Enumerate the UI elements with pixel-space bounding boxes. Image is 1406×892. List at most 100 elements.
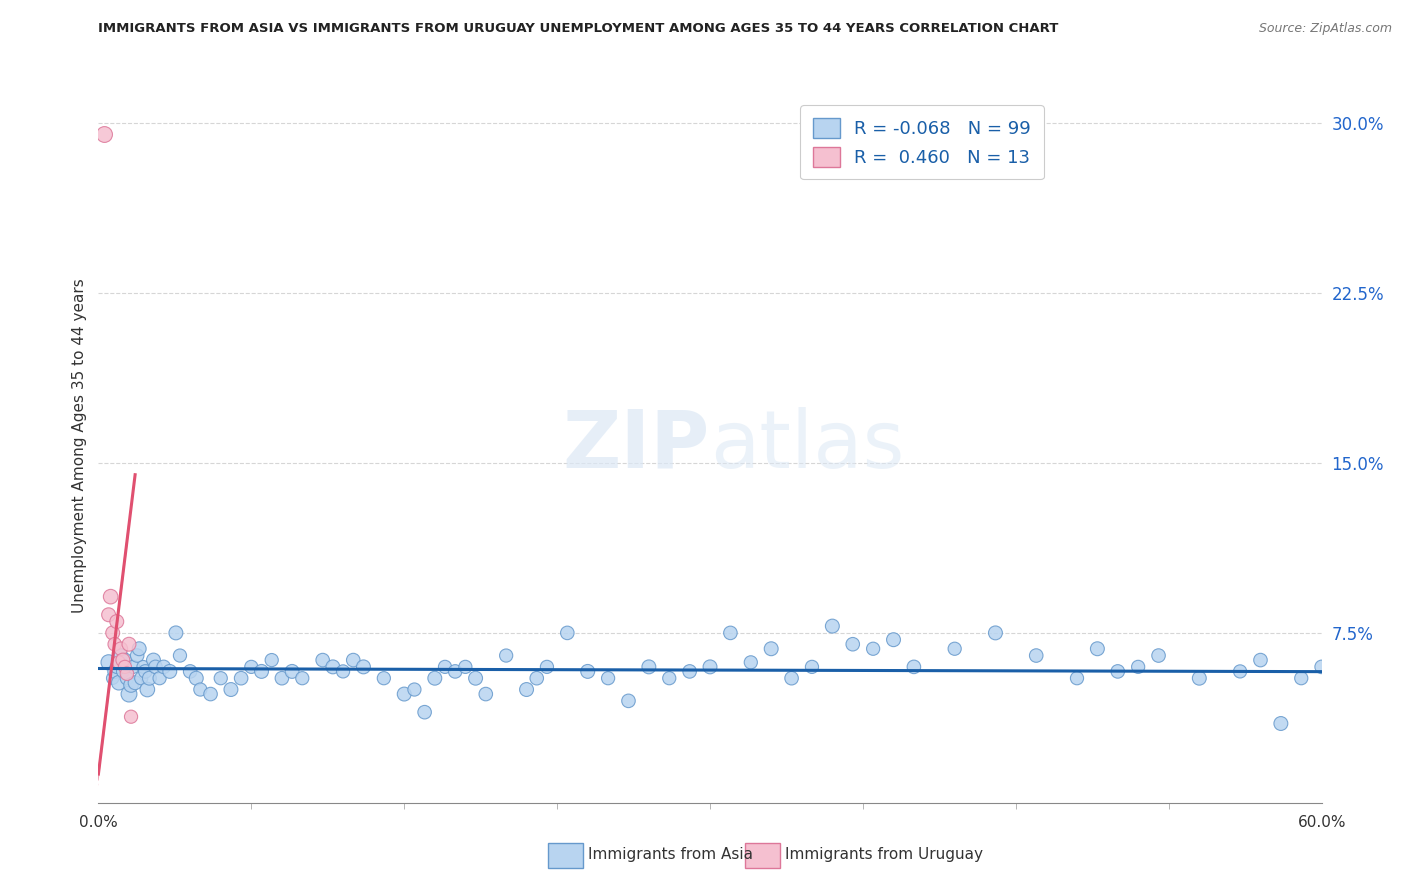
Point: [138, 671, 160, 685]
Point: [152, 660, 174, 674]
Point: [115, 671, 138, 685]
Point: [110, 641, 132, 656]
Point: [108, 675, 131, 690]
Point: [134, 665, 156, 679]
Point: [105, 660, 128, 674]
Point: [186, 671, 208, 685]
Point: [1229, 665, 1251, 679]
Point: [142, 653, 165, 667]
Point: [114, 653, 136, 667]
Point: [118, 687, 141, 701]
Point: [862, 641, 884, 656]
Point: [1310, 660, 1333, 674]
Point: [129, 671, 152, 685]
Point: [149, 671, 172, 685]
Point: [1341, 660, 1364, 674]
Point: [1107, 665, 1129, 679]
Point: [637, 660, 661, 674]
Point: [679, 665, 702, 679]
Point: [576, 665, 599, 679]
Point: [108, 656, 131, 670]
Point: [598, 671, 620, 685]
Point: [903, 660, 925, 674]
Point: [120, 709, 142, 723]
Point: [352, 660, 374, 674]
Point: [821, 619, 844, 633]
Point: [165, 626, 187, 640]
Point: [536, 660, 558, 674]
Text: Immigrants from Asia: Immigrants from Asia: [588, 847, 752, 862]
Point: [97, 607, 120, 622]
Point: [124, 675, 146, 690]
Point: [105, 615, 128, 629]
Point: [761, 641, 783, 656]
Point: [1372, 671, 1395, 685]
Point: [444, 665, 467, 679]
Point: [1188, 671, 1211, 685]
Point: [1382, 665, 1405, 679]
Text: ZIP: ZIP: [562, 407, 710, 485]
Point: [231, 671, 253, 685]
Point: [122, 660, 145, 674]
Point: [169, 648, 191, 663]
Point: [132, 660, 155, 674]
Point: [200, 687, 222, 701]
Point: [1249, 653, 1271, 667]
Point: [1331, 671, 1354, 685]
Point: [555, 626, 579, 640]
Point: [464, 671, 486, 685]
Point: [984, 626, 1007, 640]
Point: [699, 660, 721, 674]
Y-axis label: Unemployment Among Ages 35 to 44 years: Unemployment Among Ages 35 to 44 years: [72, 278, 87, 614]
Point: [209, 671, 232, 685]
Point: [115, 666, 138, 681]
Point: [392, 687, 416, 701]
Point: [118, 637, 141, 651]
Point: [322, 660, 344, 674]
Point: [1361, 653, 1384, 667]
Point: [1085, 641, 1108, 656]
Point: [495, 648, 517, 663]
Point: [883, 632, 905, 647]
Point: [780, 671, 803, 685]
Point: [423, 671, 446, 685]
Point: [718, 626, 742, 640]
Point: [93, 128, 115, 142]
Point: [740, 656, 762, 670]
Point: [1147, 648, 1170, 663]
Point: [104, 637, 127, 651]
Point: [1025, 648, 1047, 663]
Text: Immigrants from Uruguay: Immigrants from Uruguay: [785, 847, 983, 862]
Point: [260, 653, 283, 667]
Point: [291, 671, 314, 685]
Point: [943, 641, 966, 656]
Point: [136, 682, 159, 697]
Point: [801, 660, 824, 674]
Text: Source: ZipAtlas.com: Source: ZipAtlas.com: [1258, 22, 1392, 36]
Point: [127, 648, 149, 663]
Point: [111, 653, 134, 667]
Point: [841, 637, 863, 651]
Point: [312, 653, 335, 667]
Point: [159, 665, 181, 679]
Point: [120, 678, 142, 692]
Point: [373, 671, 395, 685]
Point: [101, 626, 124, 640]
Point: [270, 671, 294, 685]
Point: [658, 671, 681, 685]
Point: [1392, 660, 1406, 674]
Point: [101, 671, 124, 685]
Point: [179, 665, 201, 679]
Point: [111, 665, 134, 679]
Point: [104, 665, 127, 679]
Point: [240, 660, 263, 674]
Point: [188, 682, 212, 697]
Point: [474, 687, 498, 701]
Point: [1291, 671, 1313, 685]
Text: atlas: atlas: [710, 407, 904, 485]
Point: [413, 705, 436, 719]
Point: [526, 671, 548, 685]
Point: [454, 660, 477, 674]
Point: [342, 653, 364, 667]
Point: [332, 665, 354, 679]
